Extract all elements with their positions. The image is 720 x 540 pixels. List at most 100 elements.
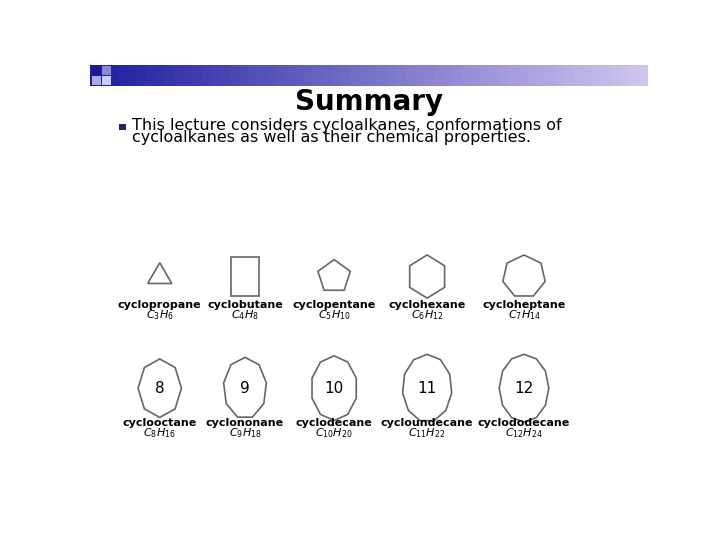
Bar [294,65,304,86]
Bar [183,65,192,86]
Polygon shape [318,260,351,291]
Text: 10: 10 [325,381,343,396]
Text: cyclononane: cyclononane [206,418,284,428]
Bar [145,65,155,86]
Bar [202,65,211,86]
Bar [266,65,276,86]
Bar [127,65,137,86]
Bar [258,65,266,86]
Polygon shape [402,354,451,421]
Text: cyclobutane: cyclobutane [207,300,283,310]
Bar [211,65,220,86]
Text: 12: 12 [514,381,534,396]
Bar [397,65,406,86]
Bar [434,65,444,86]
Polygon shape [410,255,444,298]
Polygon shape [312,356,356,421]
Bar [231,257,259,296]
Text: $C_9H_{18}$: $C_9H_{18}$ [229,426,261,440]
Bar [629,65,639,86]
Bar [341,65,351,86]
Bar [593,65,601,86]
Bar [92,76,101,85]
Bar [313,65,323,86]
Bar [120,124,126,130]
Text: cyclohexane: cyclohexane [389,300,466,310]
Text: $C_6H_{12}$: $C_6H_{12}$ [411,308,444,322]
Polygon shape [138,359,181,417]
Text: cyclooctane: cyclooctane [122,418,197,428]
Bar [109,65,118,86]
Bar [574,65,583,86]
Bar [601,65,611,86]
Bar [220,65,230,86]
Text: $C_{10}H_{20}$: $C_{10}H_{20}$ [315,426,353,440]
Text: Summary: Summary [295,88,443,116]
Bar [360,65,369,86]
Bar [248,65,258,86]
Text: cyclodecane: cyclodecane [296,418,372,428]
Text: cycloheptane: cycloheptane [482,300,566,310]
Bar [620,65,629,86]
Text: cyclopentane: cyclopentane [292,300,376,310]
Bar [164,65,174,86]
Bar [304,65,313,86]
Bar [406,65,415,86]
Text: $C_7H_{14}$: $C_7H_{14}$ [508,308,541,322]
Bar [462,65,472,86]
Text: $C_8H_{16}$: $C_8H_{16}$ [143,426,176,440]
Bar [499,65,508,86]
Bar [536,65,546,86]
Bar [527,65,536,86]
Bar [369,65,378,86]
Bar [285,65,294,86]
Bar [192,65,202,86]
Bar [387,65,397,86]
Bar [611,65,620,86]
Text: 9: 9 [240,381,250,396]
Polygon shape [499,354,549,422]
Bar [90,65,99,86]
Bar [453,65,462,86]
Bar [174,65,183,86]
Bar [155,65,164,86]
Text: $C_{11}H_{22}$: $C_{11}H_{22}$ [408,426,446,440]
Bar [490,65,499,86]
Bar [444,65,453,86]
Bar [564,65,574,86]
Bar [508,65,518,86]
Bar [351,65,360,86]
Polygon shape [148,262,172,284]
Bar [415,65,425,86]
Text: This lecture considers cycloalkanes, conformations of: This lecture considers cycloalkanes, con… [132,118,562,133]
Bar [276,65,285,86]
Bar [518,65,527,86]
Text: cycloundecane: cycloundecane [381,418,473,428]
Bar [102,76,111,85]
Bar [332,65,341,86]
Bar [230,65,239,86]
Text: $C_{12}H_{24}$: $C_{12}H_{24}$ [505,426,543,440]
Bar [118,65,127,86]
Bar [546,65,555,86]
Bar [323,65,332,86]
Bar [92,66,101,75]
Text: cyclopropane: cyclopropane [118,300,202,310]
Bar [99,65,109,86]
Polygon shape [224,357,266,417]
Text: 8: 8 [155,381,165,396]
Text: cycloalkanes as well as their chemical properties.: cycloalkanes as well as their chemical p… [132,130,531,145]
Text: 11: 11 [418,381,437,396]
Text: $C_5H_{10}$: $C_5H_{10}$ [318,308,351,322]
Bar [102,66,111,75]
Bar [137,65,145,86]
Text: $C_3H_6$: $C_3H_6$ [146,308,174,322]
Text: $C_4H_8$: $C_4H_8$ [231,308,259,322]
Bar [239,65,248,86]
Bar [555,65,564,86]
Text: cyclododecane: cyclododecane [478,418,570,428]
Polygon shape [503,255,545,296]
Bar [639,65,648,86]
Bar [472,65,481,86]
Bar [481,65,490,86]
